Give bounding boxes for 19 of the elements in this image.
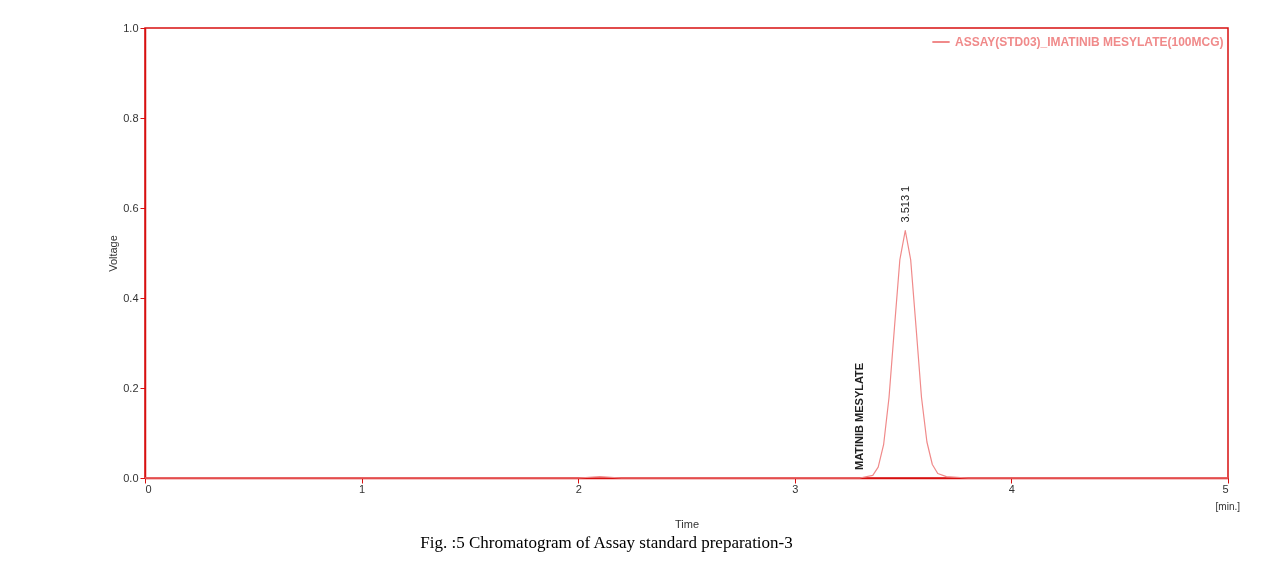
x-tick-label: 0	[145, 482, 152, 495]
text: [min.]	[1215, 501, 1241, 512]
y-tick-label: 0.0	[123, 471, 139, 484]
x-tick-label: 4	[1008, 482, 1015, 495]
annotation: 3.513 1	[898, 185, 911, 223]
y-tick-label: 0.2	[123, 381, 139, 394]
x-tick-label: 1	[359, 482, 366, 495]
y-axis-title: Voltage	[107, 235, 120, 272]
legend-label: ASSAY(STD03)_IMATINIB MESYLATE(100MCG)	[955, 35, 1224, 49]
text: Fig. :5 Chromatogram of Assay standard preparation-3	[420, 533, 793, 552]
y-tick-label: 0.6	[123, 201, 139, 214]
annotation: MATINIB MESYLATE	[852, 362, 865, 470]
x-tick-label: 5	[1222, 482, 1229, 495]
x-tick-label: 3	[792, 482, 799, 495]
y-tick-label: 0.4	[123, 291, 139, 304]
x-tick-label: 2	[575, 482, 582, 495]
y-tick-label: 0.8	[123, 111, 139, 124]
y-tick-label: 1.0	[123, 21, 139, 34]
x-axis-title: Time	[674, 517, 700, 530]
